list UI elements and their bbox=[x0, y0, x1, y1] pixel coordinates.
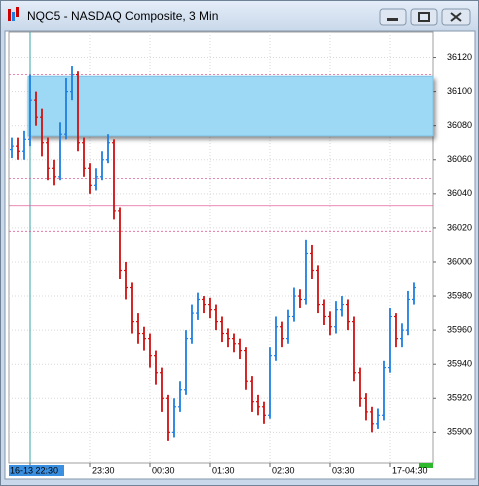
y-tick-label: 35920 bbox=[447, 393, 472, 403]
scroll-indicator bbox=[419, 463, 433, 468]
x-tick-label: 16-13 22:30 bbox=[10, 465, 58, 475]
app-icon bbox=[8, 7, 19, 21]
maximize-button[interactable] bbox=[410, 8, 438, 26]
y-tick-label: 36120 bbox=[447, 52, 472, 62]
y-tick-label: 35900 bbox=[447, 427, 472, 437]
x-tick-label: 17-04:30 bbox=[392, 465, 428, 475]
x-tick-label: 03:30 bbox=[332, 465, 355, 475]
y-tick-label: 35980 bbox=[447, 290, 472, 300]
y-tick-label: 36040 bbox=[447, 188, 472, 198]
window-title: NQC5 - NASDAQ Composite, 3 Min bbox=[27, 9, 218, 23]
y-tick-label: 36080 bbox=[447, 120, 472, 130]
x-tick-label: 02:30 bbox=[272, 465, 295, 475]
cursor-time-highlight bbox=[9, 465, 64, 476]
y-tick-label: 36000 bbox=[447, 256, 472, 266]
close-button[interactable] bbox=[441, 8, 471, 26]
y-tick-label: 36060 bbox=[447, 154, 472, 164]
y-tick-label: 36020 bbox=[447, 222, 472, 232]
y-tick-label: 35940 bbox=[447, 359, 472, 369]
x-tick-label: 00:30 bbox=[152, 465, 175, 475]
y-tick-label: 36100 bbox=[447, 86, 472, 96]
x-tick-label: 23:30 bbox=[92, 465, 115, 475]
y-tick-label: 35960 bbox=[447, 324, 472, 334]
x-tick-label: 01:30 bbox=[212, 465, 235, 475]
price-zone bbox=[27, 75, 434, 137]
minimize-button[interactable] bbox=[379, 8, 407, 26]
